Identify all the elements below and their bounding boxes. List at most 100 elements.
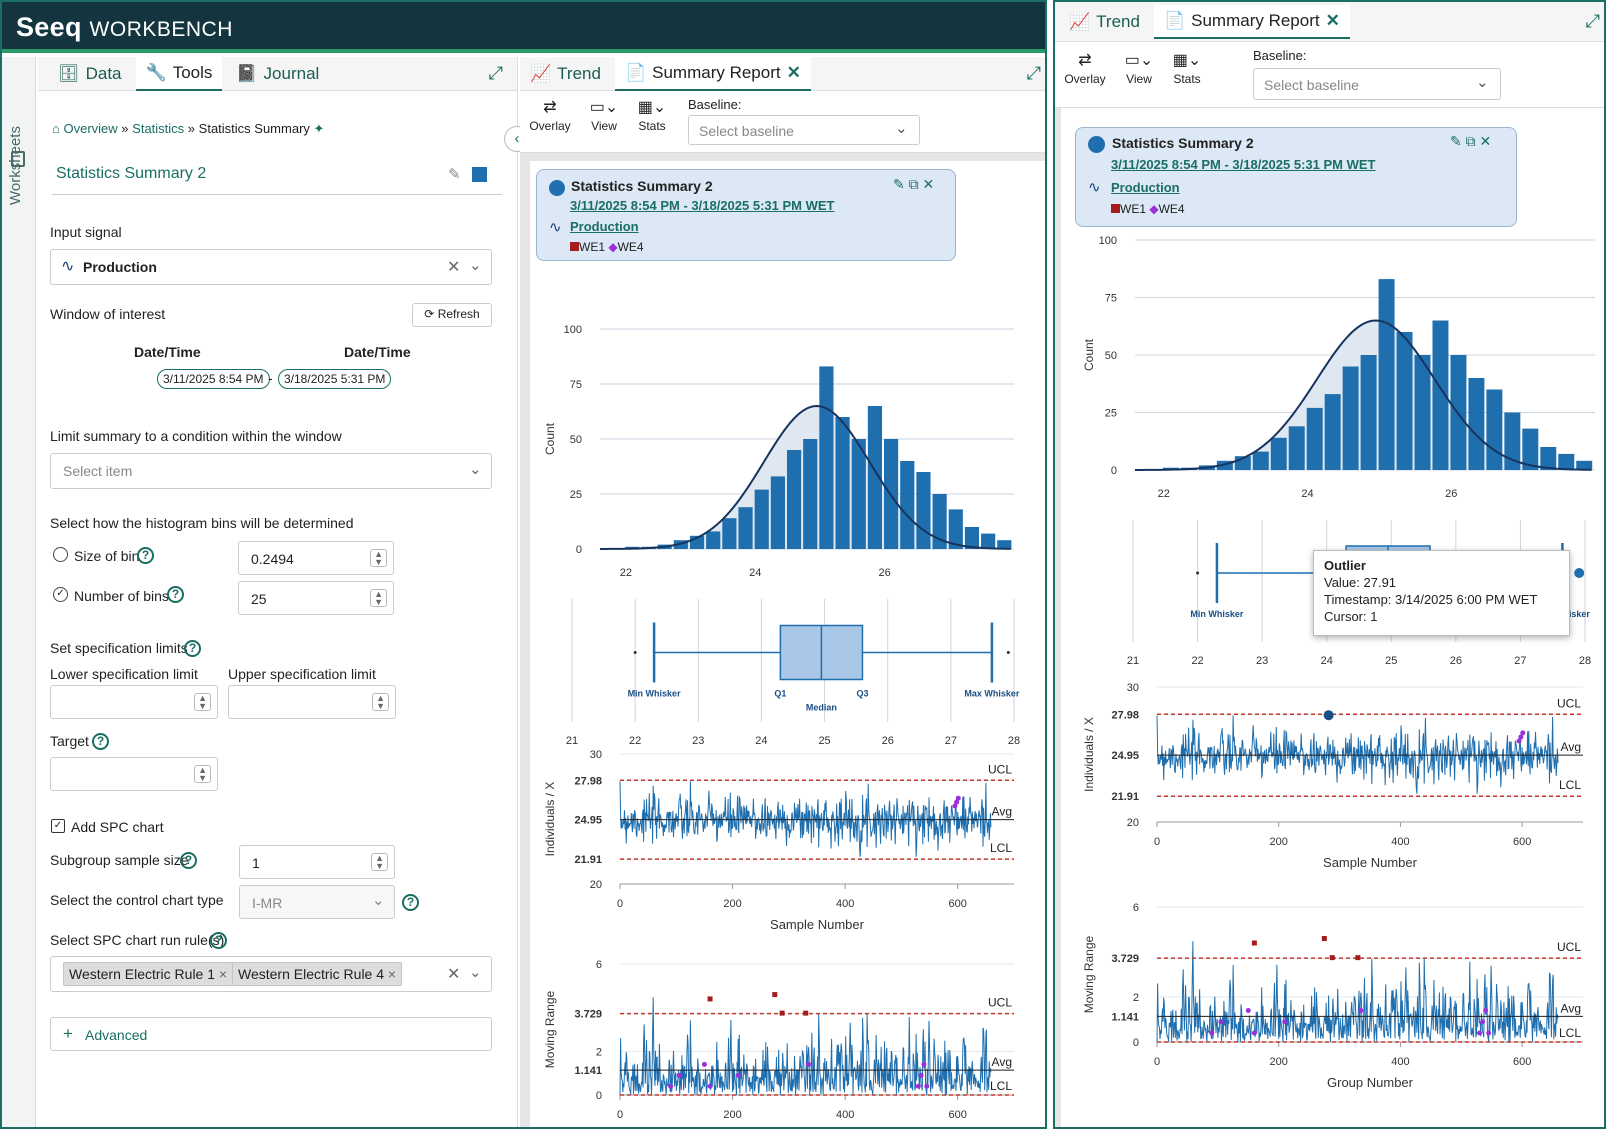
card-range-link[interactable]: 3/11/2025 8:54 PM - 3/18/2025 5:31 PM WE…: [1111, 157, 1376, 172]
add-spc-label: Add SPC chart: [71, 819, 164, 835]
stepper-icon[interactable]: ▲ ▼: [372, 693, 389, 711]
add-spc-checkbox[interactable]: ✓: [51, 819, 65, 833]
worksheets-rail[interactable]: Worksheets: [2, 57, 36, 1127]
breadcrumb-overview[interactable]: Overview: [63, 121, 118, 136]
report-toolbar: ⇄ Overlay ▭⌄ View ▦⌄ Stats Baseline: Select…: [520, 91, 1045, 153]
copy-icon[interactable]: ⧉: [908, 176, 919, 192]
stats-button[interactable]: ▦⌄ Stats: [1169, 50, 1205, 86]
stepper-icon[interactable]: ▲ ▼: [370, 549, 387, 567]
input-signal-select[interactable]: ∿ Production ✕ ⌄: [50, 249, 492, 285]
end-date[interactable]: 3/18/2025 5:31 PM: [278, 369, 392, 389]
pencil-icon[interactable]: ✎: [448, 166, 461, 183]
rule-tag-we4[interactable]: Western Electric Rule 4 ×: [232, 962, 403, 986]
we1-marker: [803, 1010, 809, 1016]
tab-tools[interactable]: 🔧 Tools: [135, 56, 223, 91]
tab-journal[interactable]: 📓 Journal: [236, 63, 320, 83]
close-icon[interactable]: ✕: [786, 62, 801, 82]
advanced-button[interactable]: + Advanced: [50, 1017, 492, 1051]
rules-legend: WE1 ◆WE4: [1111, 202, 1185, 216]
spc-xtick: 200: [1270, 836, 1288, 848]
chevron-down-icon[interactable]: ⌄: [469, 461, 482, 478]
stepper-icon[interactable]: ▲ ▼: [194, 765, 211, 783]
stats-button[interactable]: ▦⌄ Stats: [634, 97, 670, 133]
expand-icon[interactable]: ⤢: [1585, 11, 1600, 31]
tab-trend[interactable]: 📈 Trend: [1069, 11, 1140, 31]
spc-xtick: 0: [617, 898, 623, 910]
help-icon[interactable]: ?: [92, 732, 109, 750]
card-actions: ✎ ⧉ ✕: [1450, 133, 1491, 150]
breadcrumb-statistics[interactable]: Statistics: [132, 121, 185, 136]
series-dot-icon: [549, 180, 565, 196]
run-rules-select[interactable]: Western Electric Rule 1 × Western Electr…: [50, 956, 492, 992]
card-signal-link[interactable]: Production: [1111, 180, 1180, 195]
overlay-button[interactable]: ⇄ Overlay: [529, 99, 571, 133]
spc-ytick: 0: [1133, 1037, 1139, 1049]
target-input[interactable]: ▲ ▼: [50, 757, 218, 791]
size-of-bin-radio[interactable]: [53, 547, 68, 562]
tab-summary-report[interactable]: 📄 Summary Report ✕: [614, 56, 811, 91]
expand-icon[interactable]: ⤢: [1026, 63, 1041, 83]
baseline-select[interactable]: Select baseline ⌄: [1253, 68, 1501, 100]
clear-icon[interactable]: ✕: [447, 259, 461, 276]
hist-xtick: 22: [620, 567, 632, 579]
stepper-icon[interactable]: ▲ ▼: [371, 853, 388, 871]
view-button[interactable]: ▭⌄ View: [586, 97, 622, 133]
remove-icon[interactable]: ×: [218, 966, 228, 982]
close-icon[interactable]: ✕: [922, 176, 935, 192]
limit-select[interactable]: Select item ⌄: [50, 453, 492, 489]
copy-icon[interactable]: ⧉: [1465, 133, 1476, 149]
rule-tag-we1[interactable]: Western Electric Rule 1 ×: [63, 962, 234, 986]
size-of-bin-input[interactable]: 0.2494 ▲ ▼: [238, 541, 394, 575]
help-icon[interactable]: ?: [167, 585, 184, 603]
date-dash: -: [268, 370, 273, 386]
card-signal-link[interactable]: Production: [570, 219, 639, 234]
lsl-input[interactable]: ▲ ▼: [50, 685, 218, 719]
help-icon[interactable]: ?: [137, 546, 154, 564]
help-icon[interactable]: ?: [210, 931, 227, 949]
we4-marker: [1245, 1008, 1251, 1013]
stepper-icon[interactable]: ▲ ▼: [194, 693, 211, 711]
report-tabbar-right: 📈 Trend 📄 Summary Report ✕ ⤢: [1055, 2, 1604, 42]
we4-marker: [1480, 1019, 1486, 1025]
card-range-link[interactable]: 3/11/2025 8:54 PM - 3/18/2025 5:31 PM WE…: [570, 198, 835, 213]
subgroup-input[interactable]: 1 ▲ ▼: [239, 845, 395, 879]
pencil-icon[interactable]: ✎: [1450, 133, 1462, 149]
usl-input[interactable]: ▲ ▼: [228, 685, 396, 719]
clear-icon[interactable]: ✕: [447, 966, 461, 983]
baseline-select[interactable]: Select baseline ⌄: [688, 115, 920, 145]
chart-type-select[interactable]: I-MR ⌄: [239, 885, 395, 919]
sparkle-icon[interactable]: ✦: [313, 121, 325, 136]
overlay-button[interactable]: ⇄ Overlay: [1064, 52, 1106, 86]
summary-card[interactable]: Statistics Summary 2 ✎ ⧉ ✕ 3/11/2025 8:5…: [536, 169, 956, 261]
spc-xtick: 400: [836, 1109, 854, 1121]
number-of-bins-input[interactable]: 25 ▲ ▼: [238, 581, 394, 615]
summary-card[interactable]: Statistics Summary 2 ✎ ⧉ ✕ 3/11/2025 8:5…: [1075, 127, 1517, 227]
we4-marker: [1516, 738, 1522, 744]
box-xtick: 21: [566, 735, 578, 747]
ucl-label: UCL: [1557, 696, 1581, 710]
box-xtick: 22: [1191, 655, 1203, 667]
chevron-down-icon[interactable]: ⌄: [469, 964, 482, 981]
start-date[interactable]: 3/11/2025 8:54 PM: [157, 369, 270, 389]
color-swatch[interactable]: [472, 167, 487, 182]
chevron-down-icon[interactable]: ⌄: [469, 257, 482, 274]
view-button[interactable]: ▭⌄ View: [1121, 50, 1157, 86]
tab-data[interactable]: 🗄 Data: [58, 63, 122, 83]
stepper-icon[interactable]: ▲ ▼: [370, 589, 387, 607]
refresh-button[interactable]: ⟳ Refresh: [412, 303, 492, 327]
spc-ytick: 1.141: [1111, 1011, 1139, 1023]
tool-name[interactable]: Statistics Summary 2: [56, 165, 207, 182]
tab-trend[interactable]: 📈 Trend: [530, 63, 601, 83]
pencil-icon[interactable]: ✎: [893, 176, 905, 192]
number-of-bins-radio[interactable]: ✓: [53, 587, 68, 602]
help-icon[interactable]: ?: [180, 851, 197, 869]
close-icon[interactable]: ✕: [1325, 10, 1340, 30]
tab-summary-report[interactable]: 📄 Summary Report ✕: [1153, 4, 1350, 39]
spc-xtick: 600: [1513, 836, 1531, 848]
help-icon[interactable]: ?: [402, 893, 419, 911]
expand-icon[interactable]: ⤢: [488, 63, 503, 83]
worksheets-label: Worksheets: [6, 126, 24, 205]
remove-icon[interactable]: ×: [387, 966, 397, 982]
close-icon[interactable]: ✕: [1479, 133, 1492, 149]
help-icon[interactable]: ?: [184, 639, 201, 657]
